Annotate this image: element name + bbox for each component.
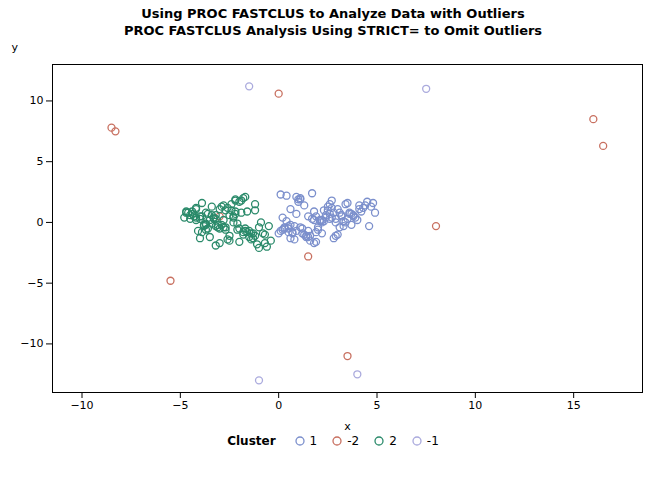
- html-text:-2: -2: [347, 434, 360, 448]
- html-text:-1: -1: [426, 434, 439, 448]
- svg-text:0: 0: [275, 399, 282, 412]
- svg-text:−10: −10: [20, 337, 43, 350]
- svg-text:−5: −5: [27, 277, 43, 290]
- svg-text:x: x: [344, 420, 351, 433]
- html-text:Cluster: Cluster: [227, 434, 276, 448]
- html-text:1: 1: [309, 434, 318, 448]
- svg-text:10: 10: [30, 94, 44, 107]
- svg-text:5: 5: [374, 399, 381, 412]
- html-text:PROC FASTCLUS Analysis Using S: PROC FASTCLUS Analysis Using STRICT= to …: [123, 23, 543, 38]
- svg-text:y: y: [12, 41, 19, 54]
- svg-text:−10: −10: [70, 399, 93, 412]
- html-text:2: 2: [389, 434, 397, 448]
- html-text:Using PROC FASTCLUS to Analyze: Using PROC FASTCLUS to Analyze Data with…: [141, 6, 525, 21]
- svg-text:10: 10: [468, 399, 482, 412]
- svg-text:5: 5: [37, 155, 44, 168]
- svg-text:−5: −5: [172, 399, 188, 412]
- svg-text:15: 15: [567, 399, 581, 412]
- svg-text:0: 0: [37, 216, 44, 229]
